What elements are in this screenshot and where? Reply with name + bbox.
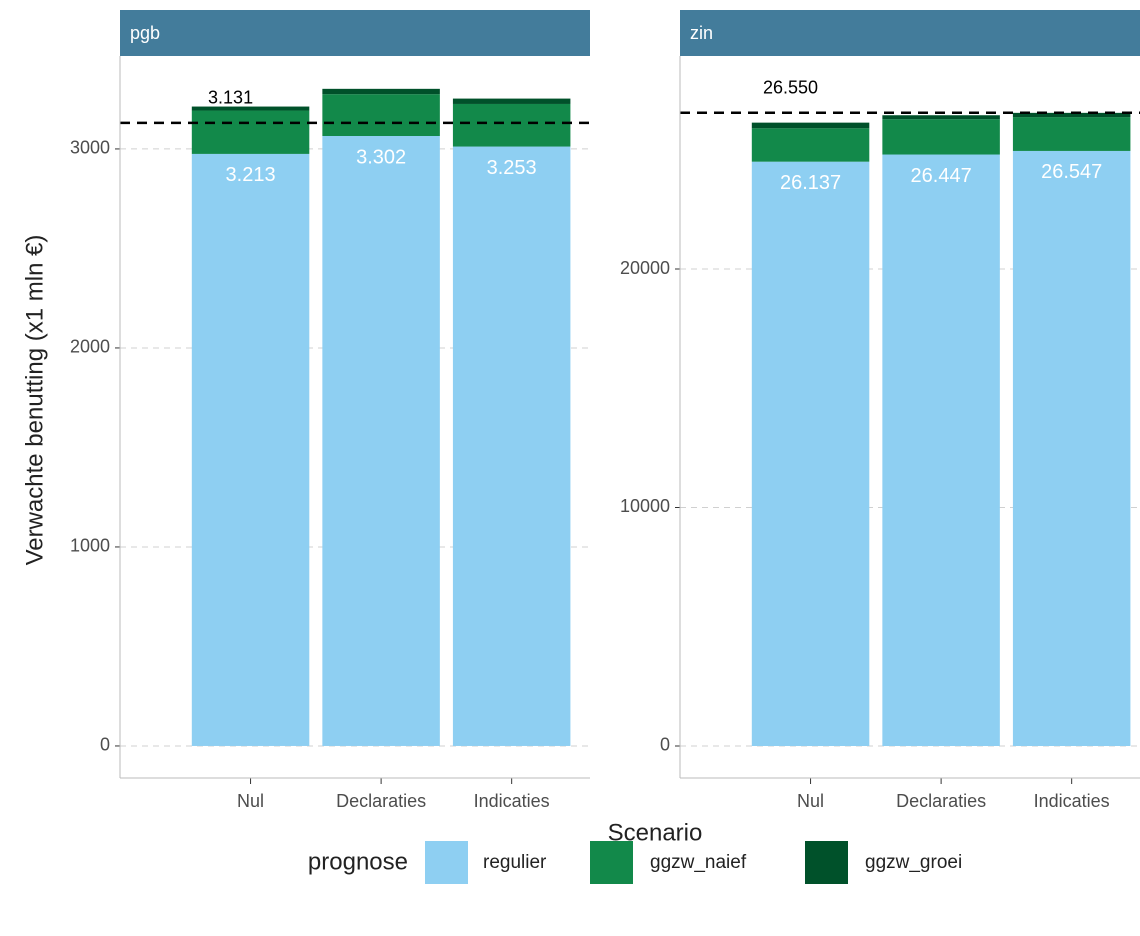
bar-segment	[452, 103, 571, 147]
bar-segment	[322, 136, 440, 746]
facet: zin 0 10000 20000 26.137 Nul 26.447 Declaraties…	[620, 10, 1140, 811]
x-tick-label: Indicaties	[474, 791, 550, 811]
bar-segment	[751, 122, 870, 129]
total-label: 3.253	[487, 157, 537, 179]
y-tick-label: 1000	[70, 536, 110, 556]
strip	[680, 10, 1140, 56]
y-tick-label: 20000	[620, 258, 670, 278]
legend-label: ggzw_naief	[650, 852, 747, 873]
total-label: 26.137	[780, 172, 841, 194]
x-tick-label: Nul	[237, 791, 264, 811]
total-label: 3.302	[356, 146, 406, 168]
reference-label: 3.131	[208, 88, 253, 108]
y-tick-label: 10000	[620, 496, 670, 516]
legend-label: ggzw_groei	[865, 852, 962, 873]
legend-title: prognose	[308, 848, 408, 875]
total-label: 26.447	[911, 165, 972, 187]
bar-segment	[882, 119, 1000, 155]
bar-segment	[751, 161, 870, 746]
y-axis-title: Verwachte benutting (x1 mln €)	[21, 235, 48, 566]
facet: pgb 0 1000 2000 3000 3.213 Nul 3.302 Declaraties…	[70, 10, 590, 811]
bar-segment	[882, 115, 1000, 120]
bar-segment	[452, 98, 571, 104]
bar-segment	[191, 153, 310, 746]
total-label: 3.213	[226, 164, 276, 186]
y-tick-label: 0	[660, 735, 670, 755]
bar-segment	[882, 154, 1000, 746]
y-tick-label: 0	[100, 735, 110, 755]
total-label: 26.547	[1041, 161, 1102, 183]
x-tick-label: Indicaties	[1034, 791, 1110, 811]
strip-label: pgb	[130, 23, 160, 43]
bar-segment	[751, 128, 870, 162]
strip	[120, 10, 590, 56]
bar-segment	[191, 106, 310, 111]
bar-segment	[1012, 112, 1131, 118]
bar-segment	[452, 146, 571, 746]
bar-segment	[1012, 150, 1131, 746]
bar-segment	[191, 110, 310, 154]
x-tick-label: Declaraties	[896, 791, 986, 811]
bar-segment	[322, 88, 440, 95]
legend-key	[805, 841, 848, 884]
x-tick-label: Declaraties	[336, 791, 426, 811]
y-tick-label: 2000	[70, 337, 110, 357]
strip-label: zin	[690, 23, 713, 43]
x-tick-label: Nul	[797, 791, 824, 811]
legend-key	[590, 841, 633, 884]
legend-key	[425, 841, 468, 884]
y-tick-label: 3000	[70, 138, 110, 158]
bar-segment	[322, 94, 440, 137]
reference-label: 26.550	[763, 78, 818, 98]
bar-segment	[1012, 117, 1131, 151]
legend-label: regulier	[483, 852, 547, 873]
